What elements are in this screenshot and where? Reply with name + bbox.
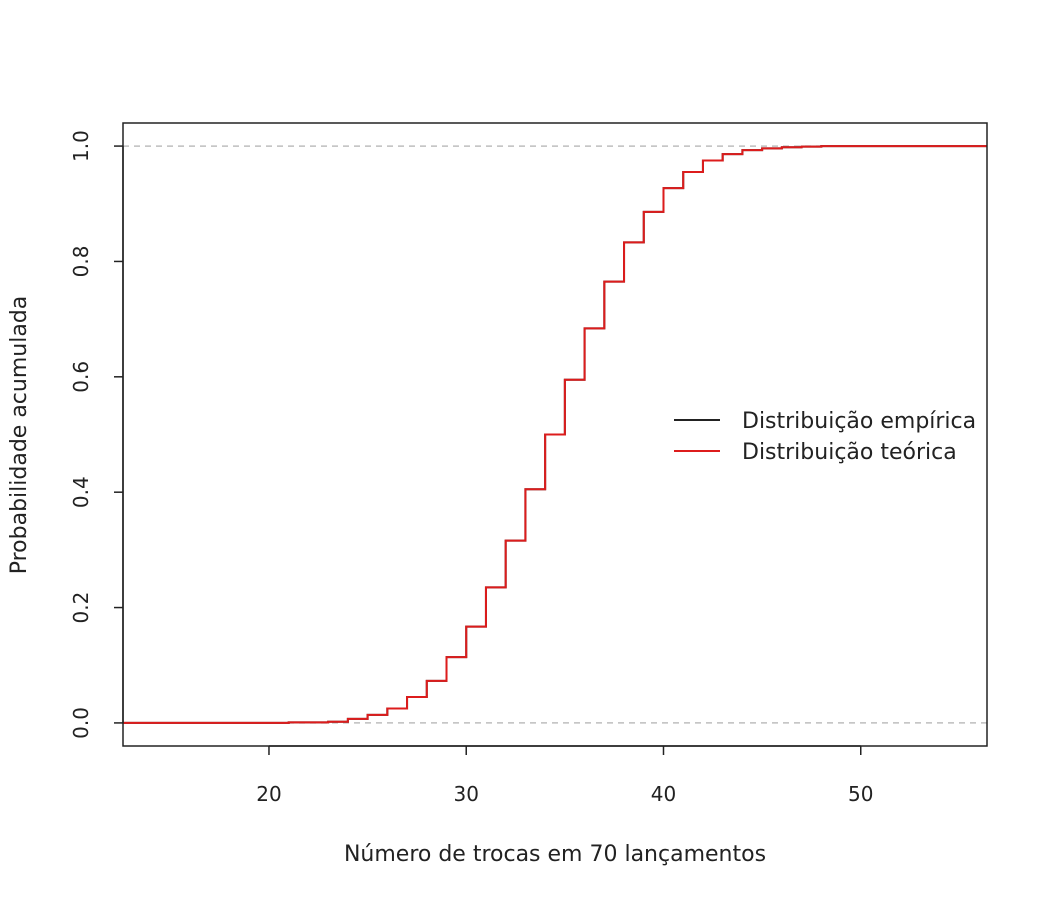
series-line-theoretical	[123, 145, 987, 724]
x-tick-label: 50	[848, 782, 873, 806]
y-tick-label: 0.4	[69, 476, 93, 508]
y-tick-label: 0.6	[69, 361, 93, 393]
y-tick-label: 0.0	[69, 707, 93, 739]
y-tick-label: 1.0	[69, 130, 93, 162]
series-layer	[123, 145, 987, 724]
x-tick-label: 40	[651, 782, 676, 806]
y-axis: 0.0 0.2 0.4 0.6 0.8 1.0	[69, 130, 124, 739]
x-axis: 20 30 40 50	[256, 745, 873, 806]
x-tick-label: 30	[454, 782, 479, 806]
x-axis-title: Número de trocas em 70 lançamentos	[344, 842, 766, 867]
legend-label-theoretical: Distribuição teórica	[742, 440, 957, 465]
y-tick-label: 0.2	[69, 592, 93, 624]
legend: Distribuição empírica Distribuição teóri…	[674, 409, 976, 465]
y-axis-title: Probabilidade acumulada	[7, 296, 32, 575]
y-tick-label: 0.8	[69, 246, 93, 278]
legend-label-empirical: Distribuição empírica	[742, 409, 976, 434]
x-tick-label: 20	[256, 782, 281, 806]
